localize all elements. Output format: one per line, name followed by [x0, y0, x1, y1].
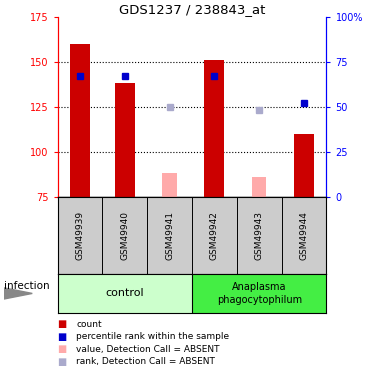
Text: ■: ■ [58, 320, 67, 329]
Text: GSM49939: GSM49939 [75, 211, 85, 260]
Text: value, Detection Call = ABSENT: value, Detection Call = ABSENT [76, 345, 220, 354]
Bar [294, 134, 314, 197]
Text: infection: infection [4, 281, 49, 291]
Polygon shape [4, 288, 32, 299]
Bar [252, 177, 266, 197]
Text: percentile rank within the sample: percentile rank within the sample [76, 332, 229, 341]
Text: Anaplasma
phagocytophilum: Anaplasma phagocytophilum [217, 282, 302, 304]
Text: ■: ■ [58, 332, 67, 342]
Text: control: control [105, 288, 144, 298]
Text: GSM49944: GSM49944 [299, 211, 309, 260]
Bar [115, 84, 135, 197]
Text: count: count [76, 320, 102, 329]
Text: GSM49942: GSM49942 [210, 211, 219, 260]
Text: GSM49940: GSM49940 [120, 211, 129, 260]
Text: ■: ■ [58, 357, 67, 366]
Bar [162, 174, 177, 197]
Bar [204, 60, 224, 197]
Title: GDS1237 / 238843_at: GDS1237 / 238843_at [119, 3, 265, 16]
Text: GSM49943: GSM49943 [255, 211, 264, 260]
Bar [192, 274, 326, 313]
Text: rank, Detection Call = ABSENT: rank, Detection Call = ABSENT [76, 357, 215, 366]
Bar [58, 274, 192, 313]
Text: ■: ■ [58, 344, 67, 354]
Bar [70, 44, 90, 197]
Text: GSM49941: GSM49941 [165, 211, 174, 260]
